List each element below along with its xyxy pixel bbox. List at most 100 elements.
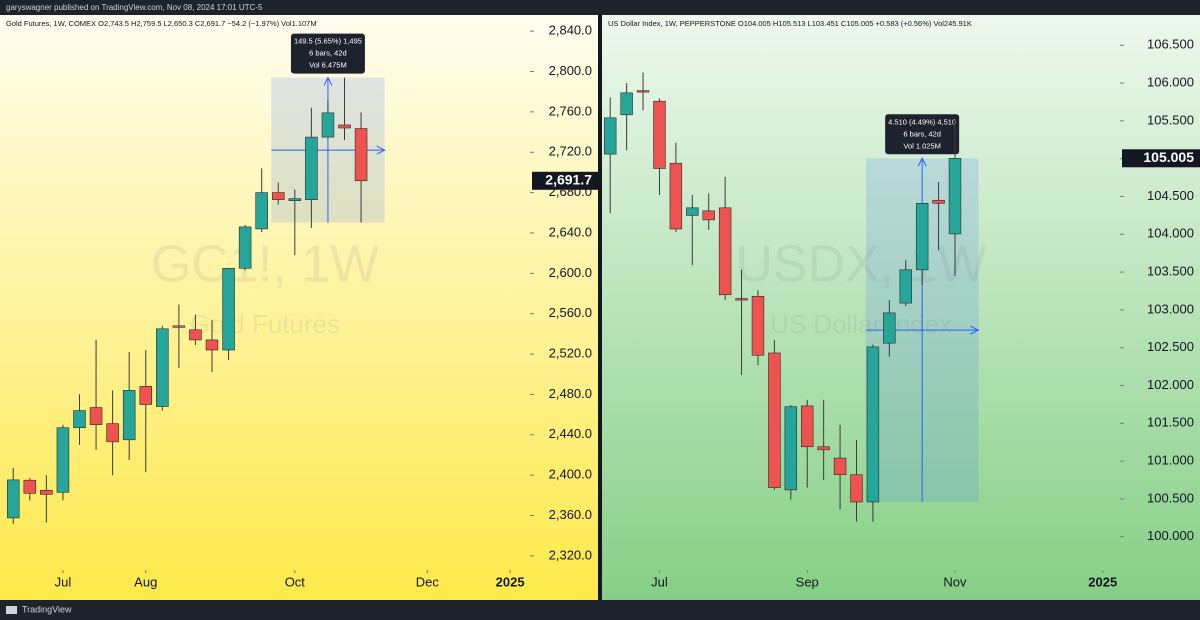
- candle-body: [255, 192, 268, 230]
- x-tick-label: Aug: [134, 574, 157, 589]
- measure-label-bg: [885, 114, 960, 155]
- candle-body: [899, 269, 912, 304]
- candle-body: [189, 329, 202, 341]
- watermark: GC1!, 1W: [151, 236, 379, 294]
- y-tick-label: 2,520.0: [549, 345, 592, 360]
- candle-body: [338, 124, 351, 129]
- x-tick-label: Jul: [55, 574, 72, 589]
- candle-body: [40, 489, 53, 495]
- y-tick-label: 101.500: [1147, 415, 1194, 430]
- candle-body: [354, 128, 368, 182]
- candle-body: [205, 339, 219, 351]
- y-tick-label: 2,360.0: [549, 507, 592, 522]
- y-tick-label: 103.000: [1147, 301, 1194, 316]
- y-tick-label: 105.500: [1147, 112, 1194, 127]
- y-tick-label: 100.500: [1147, 490, 1194, 505]
- bottom-bar: [0, 600, 1200, 620]
- y-tick-label: 2,400.0: [549, 467, 592, 482]
- x-tick-label: Jul: [651, 574, 668, 589]
- y-tick-label: 102.000: [1147, 377, 1194, 392]
- y-tick-label: 2,320.0: [549, 547, 592, 562]
- brand: TradingView: [22, 604, 72, 614]
- last-price-label: 2,691.7: [545, 171, 592, 187]
- y-tick-label: 104.500: [1147, 188, 1194, 203]
- y-tick-label: 2,600.0: [549, 265, 592, 280]
- candle-body: [139, 386, 153, 405]
- candle-body: [73, 410, 86, 429]
- candle-body: [6, 479, 20, 519]
- y-tick-label: 2,480.0: [549, 386, 592, 401]
- y-tick-label: 100.000: [1147, 528, 1194, 543]
- y-tick-label: 103.500: [1147, 264, 1194, 279]
- y-tick-label: 104.000: [1147, 226, 1194, 241]
- candle-body: [653, 100, 666, 169]
- y-tick-label: 2,560.0: [549, 305, 592, 320]
- measure-label: Vol 1.025M: [903, 141, 941, 150]
- candle-body: [686, 207, 699, 216]
- candle-body: [106, 423, 119, 443]
- y-tick-label: 2,840.0: [549, 23, 592, 38]
- y-tick-label: 2,720.0: [549, 144, 592, 159]
- x-tick-label: Nov: [943, 574, 967, 589]
- candle-body: [603, 117, 617, 155]
- charts: GC1!, 1W Gold Futures Gold Futures, 1W, CO…: [6, 19, 1200, 589]
- watermark: USDX, 1W: [735, 236, 986, 294]
- candle-body: [932, 199, 945, 204]
- legend: US Dollar Index, 1W, PEPPERSTONE O104.00…: [608, 19, 972, 28]
- candle-body: [735, 298, 748, 301]
- candle-body: [305, 136, 318, 200]
- legend: Gold Futures, 1W, COMEX O2,743.5 H2,759.…: [6, 19, 317, 28]
- candle-body: [23, 479, 37, 494]
- last-price-label: 105.005: [1143, 149, 1194, 165]
- candle-body: [883, 312, 896, 344]
- measure-label: 149.5 (5.65%) 1,495: [294, 37, 362, 46]
- divider: [598, 15, 602, 600]
- candle-body: [784, 406, 798, 491]
- y-tick-label: 106.000: [1147, 74, 1194, 89]
- candle-body: [89, 407, 103, 425]
- watermark-sub: Gold Futures: [190, 309, 340, 339]
- candle-body: [271, 192, 285, 200]
- candle-body: [122, 390, 136, 441]
- last-price-bg: [1122, 149, 1200, 168]
- candle-body: [866, 346, 880, 503]
- measure-label: 6 bars, 42d: [309, 49, 347, 58]
- measure-arrow-head: [917, 157, 927, 167]
- candle-body: [948, 157, 962, 235]
- candle-body: [156, 328, 169, 407]
- measure-arrow-head: [376, 145, 386, 155]
- y-tick-label: 2,800.0: [549, 63, 592, 78]
- candle-body: [620, 92, 633, 116]
- x-tick-label: Sep: [796, 574, 819, 589]
- y-tick-label: 101.000: [1147, 453, 1194, 468]
- x-tick-label: Oct: [285, 574, 306, 589]
- panel-left: [0, 15, 598, 600]
- measure-label: 4.510 (4.49%) 4,510: [888, 117, 956, 126]
- publisher: garyswagner published on TradingView.com…: [6, 3, 263, 12]
- candle-body: [817, 446, 830, 451]
- top-bar: [0, 0, 1200, 15]
- candle-body: [833, 457, 847, 476]
- candle-body: [801, 405, 814, 448]
- candle-body: [288, 198, 302, 201]
- y-tick-label: 102.500: [1147, 339, 1194, 354]
- candle-body: [669, 162, 683, 230]
- candle-body: [702, 210, 715, 221]
- measure-label: 6 bars, 42d: [903, 129, 941, 138]
- y-tick-label: 106.500: [1147, 37, 1194, 52]
- y-tick-label: 2,760.0: [549, 103, 592, 118]
- x-tick-label: 2025: [496, 574, 525, 589]
- candle-body: [238, 226, 252, 269]
- measure-arrow-head: [323, 76, 333, 86]
- brand-logo: [6, 606, 17, 614]
- candle-body: [172, 325, 186, 328]
- y-tick-label: 2,440.0: [549, 426, 592, 441]
- candle-body: [636, 90, 650, 93]
- y-tick-label: 2,640.0: [549, 224, 592, 239]
- x-tick-label: Dec: [416, 574, 440, 589]
- x-tick-label: 2025: [1088, 574, 1117, 589]
- candle-body: [222, 267, 235, 351]
- candle-body: [768, 352, 781, 488]
